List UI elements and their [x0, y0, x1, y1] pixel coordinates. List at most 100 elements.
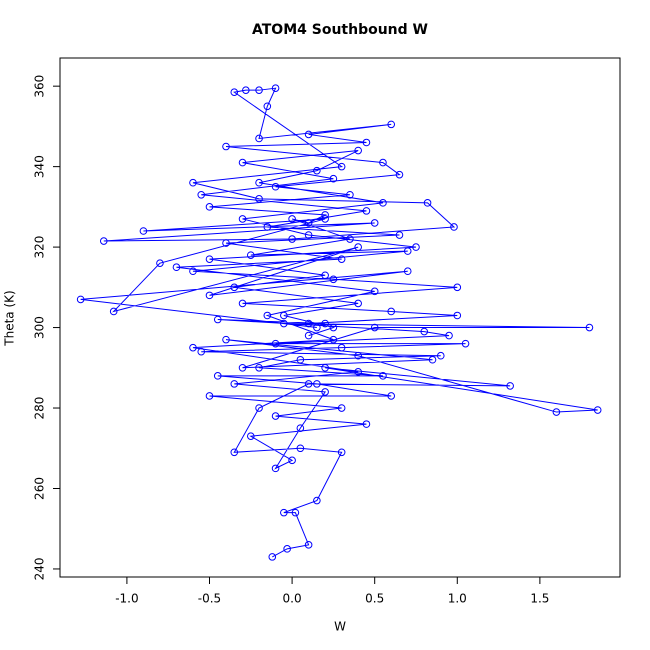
data-point: [329, 275, 338, 284]
data-point: [428, 355, 437, 364]
data-point: [453, 311, 462, 320]
data-point: [337, 255, 346, 263]
y-tick-label: 280: [33, 397, 47, 420]
data-point: [255, 86, 263, 94]
y-tick-label: 240: [33, 558, 47, 581]
data-point: [280, 311, 288, 320]
data-point: [304, 319, 313, 328]
data-point: [268, 553, 277, 561]
data-point: [205, 255, 214, 263]
data-point: [552, 408, 561, 416]
data-point: [423, 199, 432, 207]
y-tick-label: 360: [33, 75, 47, 98]
data-point: [222, 239, 230, 247]
data-point: [313, 323, 321, 332]
data-point: [379, 158, 387, 167]
data-point: [329, 335, 338, 344]
data-point: [304, 219, 313, 227]
data-point: [461, 339, 470, 348]
data-point: [283, 545, 291, 553]
data-point: [313, 496, 321, 505]
data-point: [354, 146, 362, 155]
data-point: [172, 263, 181, 272]
data-point: [395, 231, 404, 239]
x-axis-label: W: [334, 620, 346, 634]
data-point: [337, 162, 346, 171]
data-point: [238, 299, 247, 308]
data-point: [255, 363, 263, 372]
data-point: [213, 315, 222, 324]
data-point: [189, 343, 197, 352]
data-point: [242, 86, 250, 94]
data-point: [354, 351, 362, 360]
data-point: [230, 283, 239, 292]
data-point: [337, 404, 346, 412]
data-point: [255, 134, 263, 143]
data-point: [156, 259, 164, 267]
data-point: [387, 392, 396, 400]
data-point: [506, 382, 514, 390]
data-point: [296, 355, 305, 364]
data-point: [230, 380, 239, 388]
plot-frame: [59, 57, 621, 578]
data-point: [109, 307, 118, 316]
data-point: [304, 231, 313, 239]
data-point: [222, 142, 230, 151]
data-point: [379, 372, 387, 380]
y-axis-label: Theta (K): [3, 290, 17, 346]
data-point: [246, 432, 255, 440]
data-point: [337, 343, 346, 352]
chart-title: ATOM4 Southbound W: [252, 22, 428, 38]
data-point: [329, 323, 338, 332]
data-point: [271, 412, 280, 420]
data-point: [288, 215, 296, 223]
data-point: [296, 424, 305, 432]
data-point: [304, 331, 313, 340]
data-point: [436, 351, 445, 360]
y-tick-label: 300: [33, 316, 47, 339]
x-tick-label: 1.0: [448, 592, 467, 606]
data-point: [255, 178, 263, 187]
x-tick-label: 0.5: [365, 592, 384, 606]
data-point: [189, 267, 197, 276]
data-point: [585, 323, 594, 332]
data-point: [296, 444, 305, 453]
data-point: [321, 319, 329, 328]
data-point: [304, 130, 313, 139]
data-point: [321, 363, 329, 372]
data-point: [395, 170, 404, 179]
data-point: [238, 215, 247, 223]
y-tick-label: 340: [33, 155, 47, 178]
data-point: [139, 227, 148, 235]
data-point: [263, 102, 272, 111]
data-point: [263, 223, 272, 231]
data-point: [271, 84, 280, 92]
data-point: [354, 299, 362, 308]
x-tick-label: 0.0: [283, 592, 302, 606]
data-point: [238, 158, 247, 167]
data-point: [346, 190, 354, 199]
data-point: [291, 508, 300, 517]
data-point: [362, 138, 371, 147]
data-point: [387, 307, 396, 316]
data-point: [313, 380, 321, 388]
data-point: [403, 267, 412, 276]
x-tick-label: 1.5: [530, 592, 549, 606]
data-point: [370, 219, 379, 227]
data-point: [230, 88, 239, 96]
data-point: [99, 237, 108, 245]
data-point: [205, 203, 214, 211]
data-point: [246, 251, 255, 259]
data-point: [362, 420, 371, 428]
data-point: [280, 508, 288, 517]
data-point: [271, 464, 280, 473]
data-point: [205, 392, 214, 400]
data-point: [337, 448, 346, 457]
data-point: [354, 368, 362, 376]
data-point: [362, 207, 371, 215]
data-point: [304, 541, 313, 549]
data-point: [304, 380, 313, 388]
data-point: [354, 243, 362, 251]
data-point: [329, 174, 338, 183]
